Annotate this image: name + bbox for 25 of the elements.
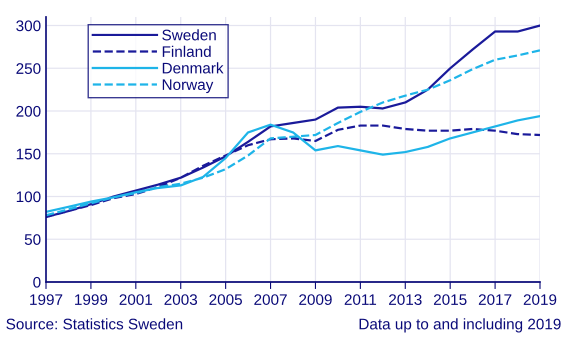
- x-tick-label: 2007: [254, 294, 287, 306]
- x-tick-label: 2015: [434, 294, 467, 306]
- x-tick-label: 1999: [75, 294, 108, 306]
- legend-label: Finland: [162, 46, 211, 57]
- x-tick-label: 2003: [164, 294, 198, 306]
- legend-label: Sweden: [162, 29, 216, 40]
- source-note: Source: Statistics Sweden: [6, 318, 182, 330]
- y-tick-label: 0: [33, 276, 41, 288]
- y-tick-label: 200: [16, 106, 41, 117]
- x-tick-label: 2001: [120, 294, 152, 306]
- y-tick-label: 150: [16, 148, 41, 160]
- x-tick-label: 2005: [209, 294, 242, 306]
- text: Data up to and including 2019: [360, 318, 561, 332]
- x-tick-label: 1997: [30, 294, 62, 306]
- x-tick-label: 2019: [524, 294, 556, 306]
- x-tick-label: 2011: [344, 294, 376, 306]
- y-tick-label: 50: [24, 234, 41, 245]
- legend-label: Denmark: [162, 62, 224, 74]
- x-tick-label: 2013: [389, 294, 422, 306]
- y-tick-label: 300: [16, 20, 41, 32]
- legend-label: Norway: [162, 79, 214, 94]
- y-tick-label: 100: [16, 191, 41, 202]
- y-tick-label: 250: [16, 63, 41, 74]
- x-tick-label: 2009: [299, 294, 332, 306]
- x-tick-label: 2017: [478, 294, 512, 306]
